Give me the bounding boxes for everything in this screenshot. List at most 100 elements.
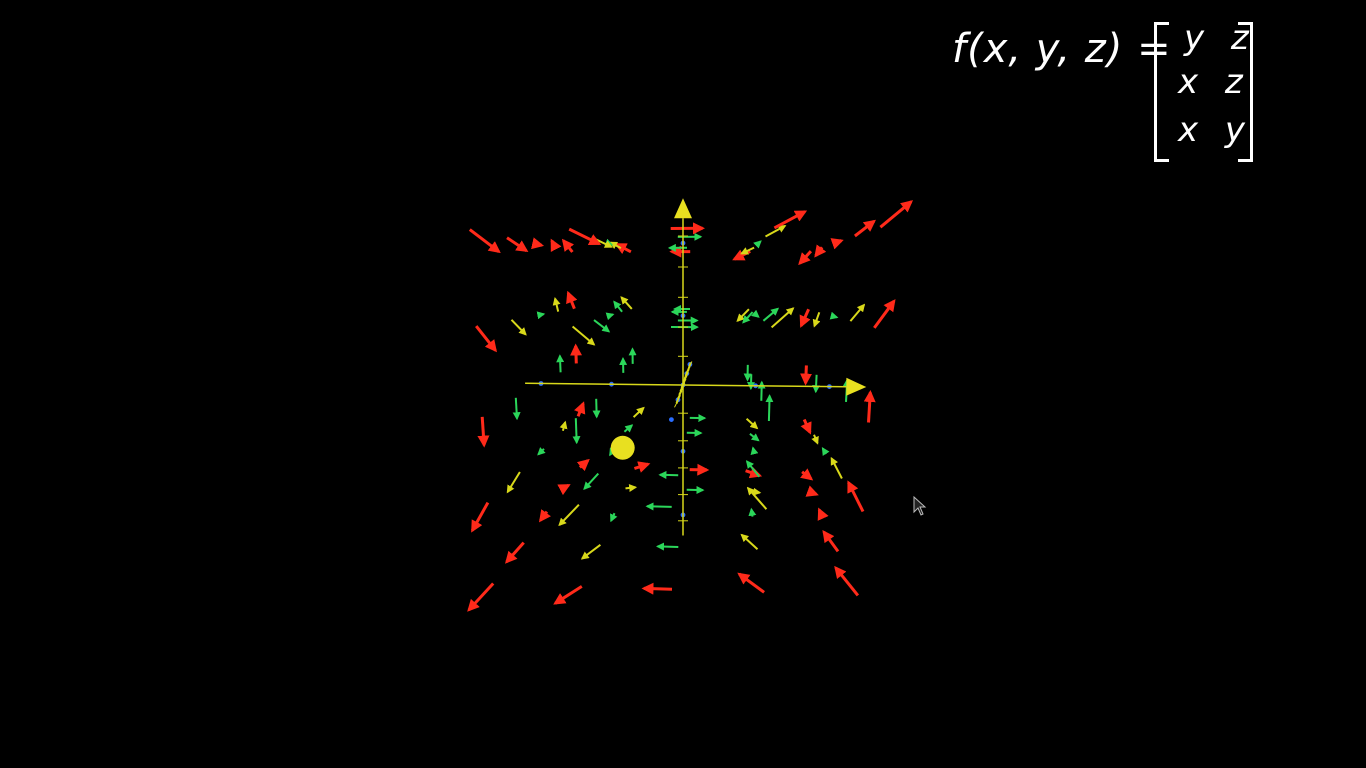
field-arrow	[749, 433, 760, 442]
field-arrow	[847, 480, 865, 513]
field-arrow	[620, 296, 633, 310]
field-arrow	[751, 309, 760, 318]
z-axis-tick	[674, 395, 681, 408]
field-arrow	[568, 227, 602, 246]
field-arrow	[610, 512, 618, 523]
field-arrow	[583, 472, 600, 490]
field-arrow	[814, 244, 827, 258]
field-arrow	[834, 565, 860, 597]
vector-component-2: x z	[1178, 62, 1251, 102]
field-arrow	[574, 401, 586, 417]
x-axis-arrowhead	[846, 377, 867, 396]
field-arrow	[757, 380, 766, 401]
z-axis-tick	[677, 386, 684, 399]
field-arrow	[811, 434, 819, 445]
field-arrow	[550, 238, 562, 252]
field-arrow	[536, 311, 546, 320]
field-arrow	[879, 200, 914, 229]
field-arrow	[873, 299, 896, 329]
field-arrow	[821, 447, 830, 456]
field-arrow	[830, 238, 844, 250]
z-axis-tick	[675, 390, 683, 404]
field-arrow	[580, 544, 602, 560]
field-arrow	[740, 246, 755, 255]
field-arrow	[593, 319, 611, 333]
field-arrow	[538, 509, 551, 523]
field-arrow	[745, 460, 761, 478]
field-arrow	[736, 308, 750, 323]
field-arrow	[576, 458, 590, 472]
field-arrow	[812, 311, 821, 328]
vector-component-3: x y	[1178, 110, 1254, 150]
field-arrow	[765, 394, 774, 422]
field-arrow	[748, 507, 757, 517]
y-axis-arrowhead	[674, 198, 692, 219]
field-arrow	[505, 541, 525, 564]
field-arrow	[623, 424, 634, 433]
field-arrow	[477, 416, 490, 448]
z-axis-tick	[680, 375, 688, 388]
field-arrow	[531, 237, 545, 250]
field-arrow	[805, 485, 819, 497]
field-arrow	[552, 297, 561, 312]
field-arrow	[557, 483, 571, 496]
field-arrow	[566, 290, 578, 310]
field-arrow	[613, 300, 623, 313]
field-arrow	[641, 582, 673, 595]
field-arrow	[656, 542, 679, 551]
field-arrow	[625, 484, 638, 492]
sphere-icon[interactable]	[610, 435, 635, 460]
field-arrow	[765, 225, 787, 238]
field-arrow	[799, 308, 811, 328]
z-axis-tick	[679, 378, 687, 392]
field-arrow	[475, 325, 497, 353]
field-arrow	[645, 502, 672, 511]
field-arrow	[558, 504, 580, 527]
field-arrow	[556, 354, 565, 373]
field-arrow	[470, 501, 490, 533]
field-arrow	[561, 238, 575, 253]
field-arrow	[570, 343, 583, 364]
field-arrow	[800, 365, 813, 386]
field-arrow	[740, 533, 759, 550]
field-arrow	[822, 529, 840, 553]
field-arrow	[605, 312, 615, 321]
field-arrow	[510, 319, 527, 336]
field-arrow	[773, 210, 808, 230]
field-arrow	[829, 311, 839, 320]
mouse-pointer-icon	[913, 496, 927, 516]
field-arrow	[812, 374, 821, 394]
field-arrow	[633, 461, 651, 473]
field-arrow	[800, 418, 812, 435]
field-arrow	[506, 236, 529, 253]
field-arrow	[572, 418, 581, 445]
field-arrow	[798, 250, 813, 266]
field-arrow	[753, 240, 762, 249]
field-arrow	[830, 456, 843, 479]
field-arrow	[506, 471, 521, 494]
axes-group	[525, 198, 867, 536]
field-arrow	[559, 420, 568, 432]
field-arrow	[614, 242, 632, 255]
field-arrow	[537, 447, 546, 456]
field-zero-point	[669, 417, 674, 422]
function-lhs: f(x, y, z) =	[952, 26, 1172, 72]
field-arrow	[770, 307, 795, 329]
field-arrow	[512, 397, 521, 421]
field-arrows-group	[467, 200, 914, 612]
field-arrow	[849, 303, 866, 322]
field-arrow	[762, 307, 780, 322]
field-arrow	[571, 325, 596, 346]
field-arrow	[817, 507, 829, 521]
field-arrow	[746, 486, 768, 510]
field-arrow	[863, 390, 876, 423]
z-axis-tick	[678, 382, 686, 395]
field-arrow	[632, 406, 645, 418]
field-arrow	[553, 585, 583, 605]
field-arrow	[800, 468, 814, 481]
matrix-left-bracket	[1154, 22, 1169, 162]
function-definition: f(x, y, z) = y z x z x y	[952, 18, 1262, 168]
field-arrow	[750, 446, 759, 456]
